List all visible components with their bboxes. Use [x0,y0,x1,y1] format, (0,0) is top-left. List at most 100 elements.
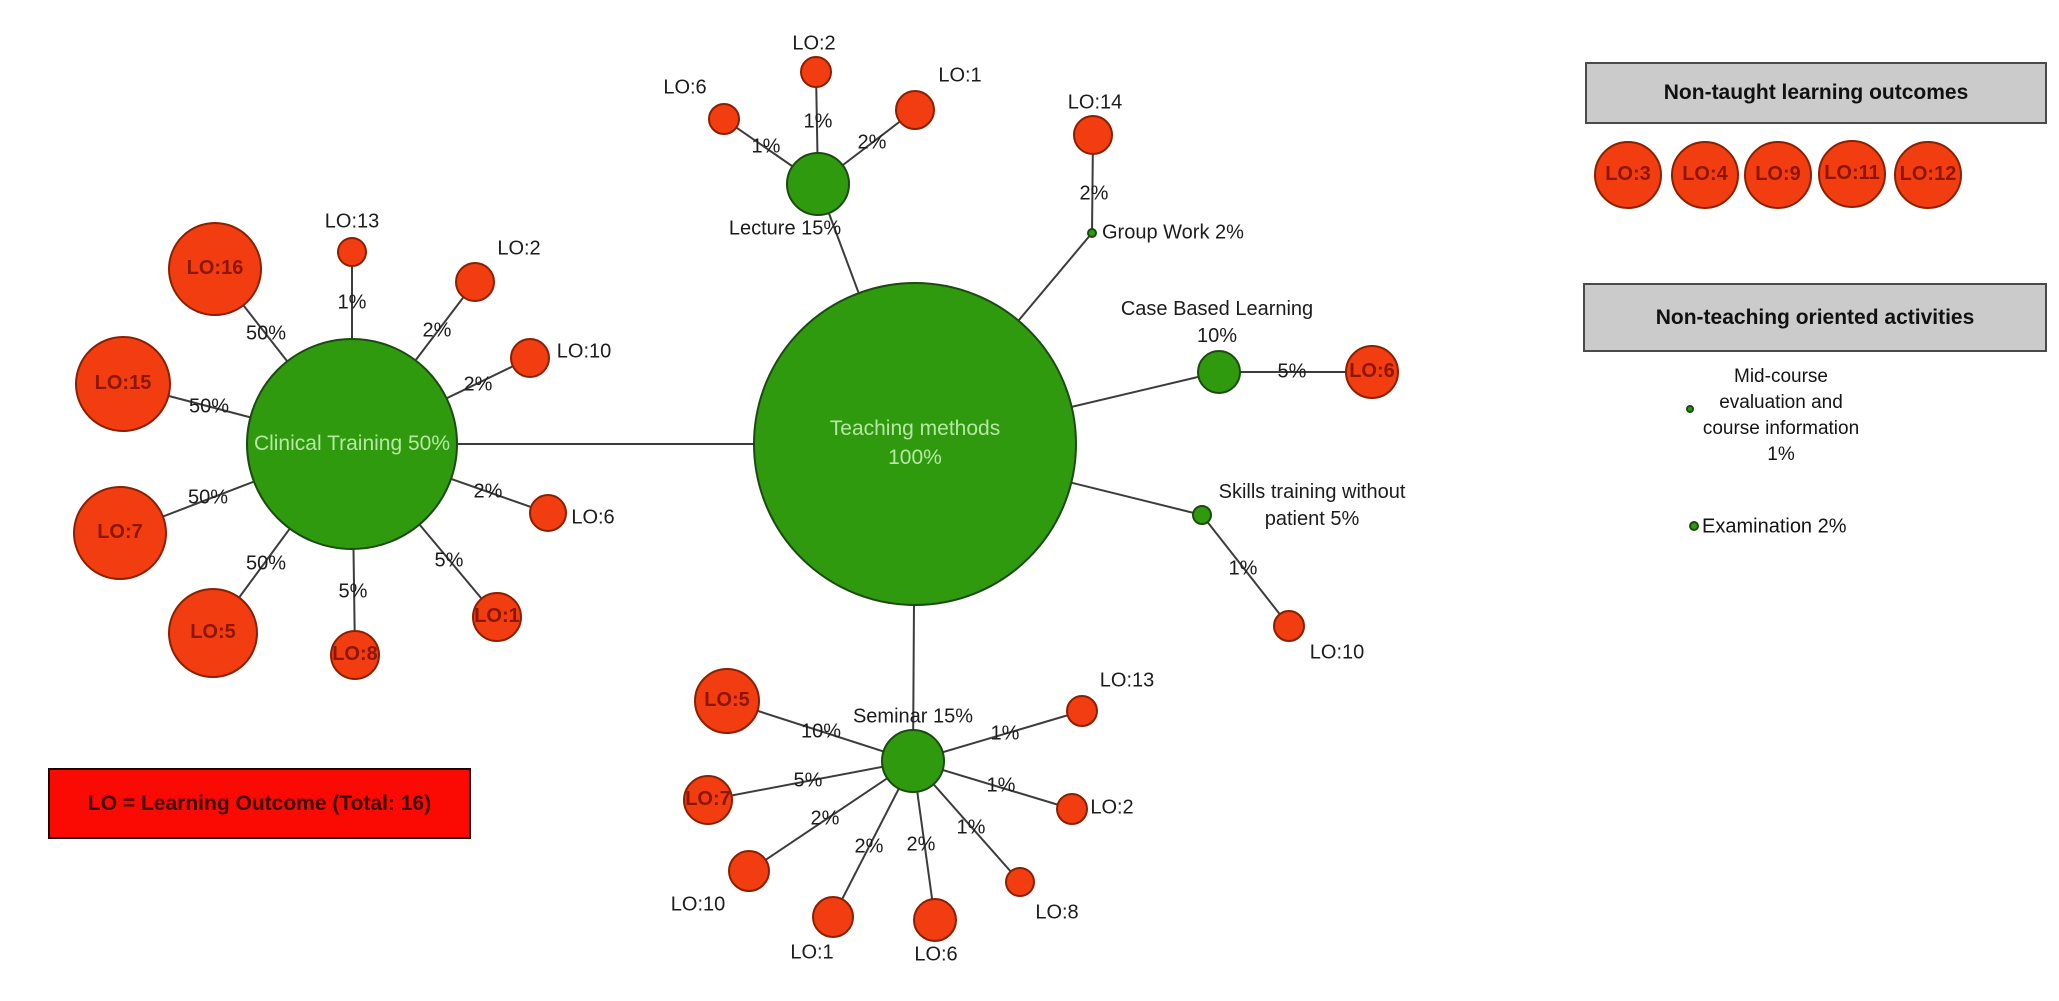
midcourse-line-4: 1% [1767,444,1795,465]
node-le-lo6 [708,103,740,135]
edge-label-clinical-c-lo16: 50% [245,322,287,345]
node-c-lo5: LO:5 [168,588,258,678]
edge-label-clinical-c-lo8: 5% [338,580,368,603]
node-c-lo16: LO:16 [168,222,262,316]
examination-label: Examination 2% [1702,515,1847,538]
node-c-lo1-label: LO:1 [474,605,520,628]
edge-label-skills-sk-lo10: 1% [1228,557,1258,580]
node-exam-dot [1689,521,1699,531]
node-le-lo2 [800,56,832,88]
edge-label-clinical-c-lo13: 1% [337,291,367,314]
node-se-lo13 [1066,695,1098,727]
node-cb-lo6: LO:6 [1345,345,1399,399]
node-c-lo13 [337,237,367,267]
node-nt-lo4: LO:4 [1671,141,1739,209]
node-se-lo2 [1056,793,1088,825]
node-nt-lo4-label: LO:4 [1682,163,1728,186]
edge-label-lecture-le-lo1: 2% [857,131,887,154]
edge-label-seminar-se-lo6: 2% [906,833,936,856]
node-c-lo2 [455,262,495,302]
edge-label-clinical-c-lo15: 50% [188,395,230,418]
edge-label-clinical-c-lo5: 50% [245,552,287,575]
node-groupwork-label: Group Work 2% [1102,221,1244,244]
edge-label-clinical-c-lo7: 50% [187,486,229,509]
node-le-lo1 [895,90,935,130]
edge-label-clinical-c-lo10: 2% [463,373,493,396]
node-cb-lo6-label: LO:6 [1349,360,1395,383]
node-c-lo7: LO:7 [73,486,167,580]
node-cbl [1197,350,1241,394]
edge-seminar-se-lo7 [707,760,914,801]
node-c-lo7-label: LO:7 [97,521,143,544]
node-nt-lo12: LO:12 [1894,141,1962,209]
node-se-lo8-label: LO:8 [1035,901,1079,924]
node-se-lo10 [728,850,770,892]
node-c-lo8: LO:8 [330,630,380,680]
edge-label-lecture-le-lo6: 1% [751,135,781,158]
edge-label-lecture-le-lo2: 1% [803,110,833,133]
node-le-lo1-label: LO:1 [938,64,982,87]
node-c-lo10 [510,338,550,378]
non-taught-header-label: Non-taught learning outcomes [1663,81,1969,104]
node-c-lo13-label: LO:13 [324,210,380,233]
edge-label-clinical-c-lo2: 2% [422,319,452,342]
node-nt-lo11-label: LO:11 [1824,162,1880,185]
edge-label-seminar-se-lo2: 1% [986,774,1016,797]
node-seminar-label: Seminar 15% [852,705,974,728]
node-se-lo7-label: LO:7 [685,788,731,811]
node-g-lo14-label: LO:14 [1067,91,1123,114]
node-se-lo6 [913,898,957,942]
node-se-lo5-label: LO:5 [704,689,750,712]
edge-seminar-se-lo10 [748,760,914,872]
node-nt-lo12-label: LO:12 [1899,163,1957,186]
node-se-lo8 [1005,867,1035,897]
edge-label-groupwork-g-lo14: 2% [1079,182,1109,205]
node-se-lo1-label: LO:1 [790,941,834,964]
node-midcourse-dot [1686,405,1694,413]
node-lecture [786,152,850,216]
node-c-lo15-label: LO:15 [94,372,152,395]
node-se-lo10-label: LO:10 [670,893,726,916]
node-nt-lo3: LO:3 [1594,141,1662,209]
node-seminar [881,729,945,793]
node-le-lo2-label: LO:2 [792,32,836,55]
edge-label-seminar-se-lo13: 1% [990,722,1020,745]
edge-label-cbl-cb-lo6: 5% [1277,360,1307,383]
node-nt-lo11: LO:11 [1818,140,1886,208]
node-c-lo10-label: LO:10 [556,340,612,363]
midcourse-evaluation-label: Mid-course evaluation and course informa… [1661,364,1901,468]
node-g-lo14 [1073,115,1113,155]
non-teaching-header-label: Non-teaching oriented activities [1655,305,1975,329]
edge-label-clinical-c-lo6: 2% [473,480,503,503]
edge-label-clinical-c-lo1: 5% [434,549,464,572]
node-c-lo2-label: LO:2 [497,237,541,260]
node-c-lo5-label: LO:5 [190,621,236,644]
node-sk-lo10-label: LO:10 [1309,641,1365,664]
node-teaching: Teaching methods 100% [753,282,1077,606]
edge-skills-sk-lo10 [1201,514,1290,627]
node-teaching-label: Teaching methods 100% [829,417,1001,469]
midcourse-line-2: evaluation and [1719,392,1843,413]
legend-label: LO = Learning Outcome (Total: 16) [87,791,432,815]
legend-box: LO = Learning Outcome (Total: 16) [48,768,471,839]
node-skills [1192,505,1212,525]
node-se-lo2-label: LO:2 [1090,796,1134,819]
node-sk-lo10 [1273,610,1305,642]
node-se-lo5: LO:5 [694,668,760,734]
node-nt-lo3-label: LO:3 [1605,163,1651,186]
non-taught-header: Non-taught learning outcomes [1585,62,2047,124]
edge-label-seminar-se-lo1: 2% [854,835,884,858]
node-c-lo6-label: LO:6 [571,506,615,529]
node-groupwork [1087,228,1097,238]
midcourse-line-1: Mid-course [1734,366,1828,387]
node-c-lo16-label: LO:16 [186,257,244,280]
edge-label-seminar-se-lo5: 10% [800,720,842,743]
node-c-lo6 [529,494,567,532]
node-se-lo7: LO:7 [683,775,733,825]
node-c-lo15: LO:15 [75,336,171,432]
node-clinical: Clinical Training 50% [246,338,458,550]
node-skills-label: Skills training without patient 5% [1218,481,1406,530]
node-lecture-label: Lecture 15% [728,217,842,240]
node-le-lo6-label: LO:6 [663,76,707,99]
